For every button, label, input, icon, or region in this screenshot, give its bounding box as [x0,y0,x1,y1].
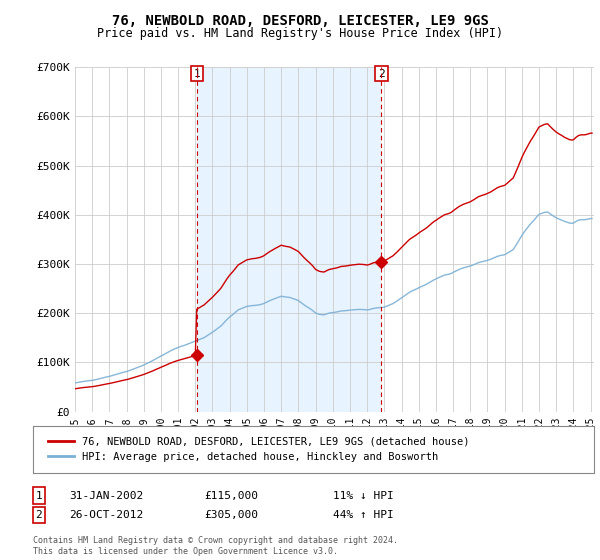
Text: £305,000: £305,000 [204,510,258,520]
Legend: 76, NEWBOLD ROAD, DESFORD, LEICESTER, LE9 9GS (detached house), HPI: Average pri: 76, NEWBOLD ROAD, DESFORD, LEICESTER, LE… [44,433,474,466]
Text: £115,000: £115,000 [204,491,258,501]
Text: Price paid vs. HM Land Registry's House Price Index (HPI): Price paid vs. HM Land Registry's House … [97,27,503,40]
Text: 2: 2 [378,69,385,78]
Text: Contains HM Land Registry data © Crown copyright and database right 2024.
This d: Contains HM Land Registry data © Crown c… [33,536,398,556]
Text: 26-OCT-2012: 26-OCT-2012 [69,510,143,520]
Text: 44% ↑ HPI: 44% ↑ HPI [333,510,394,520]
Text: 1: 1 [193,69,200,78]
Text: 31-JAN-2002: 31-JAN-2002 [69,491,143,501]
Text: 76, NEWBOLD ROAD, DESFORD, LEICESTER, LE9 9GS: 76, NEWBOLD ROAD, DESFORD, LEICESTER, LE… [112,14,488,28]
Bar [197,67,382,412]
Text: 11% ↓ HPI: 11% ↓ HPI [333,491,394,501]
Text: 1: 1 [35,491,43,501]
Text: 2: 2 [35,510,43,520]
